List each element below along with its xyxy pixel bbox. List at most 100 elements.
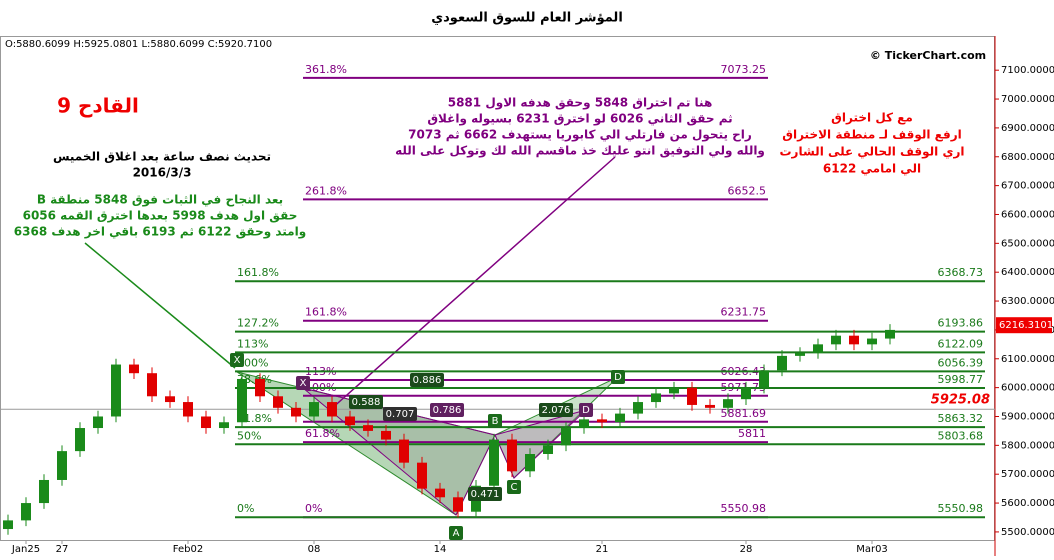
fib-value: 5803.68 xyxy=(938,429,984,442)
candle-body xyxy=(183,402,193,417)
y-tick-label: 6700.0000 xyxy=(1001,181,1054,192)
pattern-point: X xyxy=(300,378,307,389)
fib-value: 5881.69 xyxy=(721,407,767,420)
x-tick-label: Jan25 xyxy=(11,544,40,555)
candle-body xyxy=(21,503,31,521)
fib-value: 5811 xyxy=(738,427,766,440)
candle-body xyxy=(129,364,139,374)
pattern-point: X xyxy=(234,355,241,366)
fib-label: 0% xyxy=(305,502,322,515)
pattern-point: D xyxy=(582,405,590,416)
y-tick-label: 6600.0000 xyxy=(1001,209,1054,220)
y-tick-label: 6000.0000 xyxy=(1001,383,1054,394)
candle-body xyxy=(237,378,247,423)
pattern-point-box xyxy=(611,370,625,384)
pattern-point: D xyxy=(614,372,622,383)
candle-body xyxy=(669,387,679,394)
candle-body xyxy=(579,419,589,429)
ohlc-info: O:5880.6099 H:5925.0801 L:5880.6099 C:59… xyxy=(5,39,272,50)
green-note: وامتد وحقق 6122 ثم 6193 باقي اخر هدف 636… xyxy=(14,225,306,240)
y-tick-label: 6900.0000 xyxy=(1001,123,1054,134)
pattern-point-box xyxy=(488,414,502,428)
candle-body xyxy=(111,364,121,417)
last-price-label: 6216.3101 xyxy=(999,320,1053,331)
fib-label: 61.8% xyxy=(305,427,340,440)
y-tick-label: 5700.0000 xyxy=(1001,469,1054,480)
fib-value: 6652.5 xyxy=(728,184,767,197)
red-note: الي امامي 6122 xyxy=(823,162,921,176)
red-note: اري الوقف الحالي على الشارت xyxy=(780,145,965,160)
x-tick-label: Feb02 xyxy=(173,544,203,555)
ratio-label: 2.076 xyxy=(542,405,571,416)
fib-value: 6056.39 xyxy=(938,356,984,369)
fib-label: 113% xyxy=(237,337,268,350)
update-note: تحديث نصف ساعة بعد اغلاق الخميس xyxy=(53,150,271,164)
candle-body xyxy=(849,335,859,345)
fib-label: 161.8% xyxy=(237,266,279,279)
chart-title: المؤشر العام للسوق السعودي xyxy=(431,11,623,26)
pattern-point-box xyxy=(230,353,244,367)
fib-label: 261.8% xyxy=(305,184,347,197)
y-tick-label: 5800.0000 xyxy=(1001,440,1054,451)
y-tick-label: 6300.0000 xyxy=(1001,296,1054,307)
candle-body xyxy=(543,445,553,455)
candle-body xyxy=(255,378,265,397)
purple-note: راح يتحول من فارتلي الي كابوريا يستهدف 6… xyxy=(408,128,752,143)
fib-label: 0% xyxy=(237,502,254,515)
candle-body xyxy=(363,425,373,431)
ratio-box xyxy=(349,395,383,409)
fib-value: 6193.86 xyxy=(938,317,984,330)
purple-note: هنا تم اختراق 5848 وحقق هدفه الاول 5881 xyxy=(448,96,713,111)
candle-body xyxy=(687,387,697,405)
candle-body xyxy=(201,416,211,429)
ratio-box xyxy=(539,403,573,417)
ratio-label: 0.786 xyxy=(433,405,462,416)
candle-body xyxy=(561,428,571,446)
candle-body xyxy=(777,355,787,371)
candle-body xyxy=(291,407,301,417)
pattern-point-box xyxy=(579,403,593,417)
candle-body xyxy=(309,402,319,417)
fib-value: 5550.98 xyxy=(721,502,767,515)
fib-label: 50% xyxy=(237,429,261,442)
pattern-point-box xyxy=(449,526,463,540)
candle-body xyxy=(507,439,517,472)
candle-body xyxy=(705,404,715,408)
candle-body xyxy=(453,497,463,512)
candle-body xyxy=(93,416,103,429)
green-note: بعد النجاح في الثبات فوق 5848 منطقة B xyxy=(37,193,283,208)
candle-body xyxy=(633,402,643,414)
pattern-point-box xyxy=(507,480,521,494)
y-tick-label: 6400.0000 xyxy=(1001,267,1054,278)
red-note: ارفع الوقف لـ منطقة الاختراق xyxy=(782,128,962,143)
candle-body xyxy=(327,402,337,417)
fib-value: 6231.75 xyxy=(721,306,767,319)
candle-body xyxy=(813,344,823,353)
ratio-label: 0.588 xyxy=(352,397,381,408)
y-tick-label: 6800.0000 xyxy=(1001,152,1054,163)
last-price-box xyxy=(996,317,1052,334)
x-tick-label: 08 xyxy=(308,544,321,555)
candle-body xyxy=(741,387,751,400)
candle-body xyxy=(399,439,409,463)
candle-body xyxy=(147,373,157,397)
pattern-point-box xyxy=(296,376,310,390)
ratio-box xyxy=(430,403,464,417)
ratio-box xyxy=(383,407,417,421)
ratio-box xyxy=(410,373,444,387)
fib-value: 6122.09 xyxy=(938,337,984,350)
candle-body xyxy=(273,396,283,408)
x-tick-label: 28 xyxy=(740,544,753,555)
candle-body xyxy=(435,488,445,498)
green-note: حقق اول هدف 5998 بعدها اخترق القمه 6056 xyxy=(23,209,298,224)
y-tick-label: 5900.0000 xyxy=(1001,411,1054,422)
candle-body xyxy=(615,413,625,423)
ratio-label: 0.471 xyxy=(471,489,500,500)
ratio-label: 0.707 xyxy=(386,409,415,420)
watermark: © TickerChart.com xyxy=(870,49,986,62)
ratio-box xyxy=(468,487,502,501)
purple-note: ثم حقق الثاني 6026 لو اخترق 6231 بسيوله … xyxy=(427,112,732,127)
candle-body xyxy=(759,370,769,388)
